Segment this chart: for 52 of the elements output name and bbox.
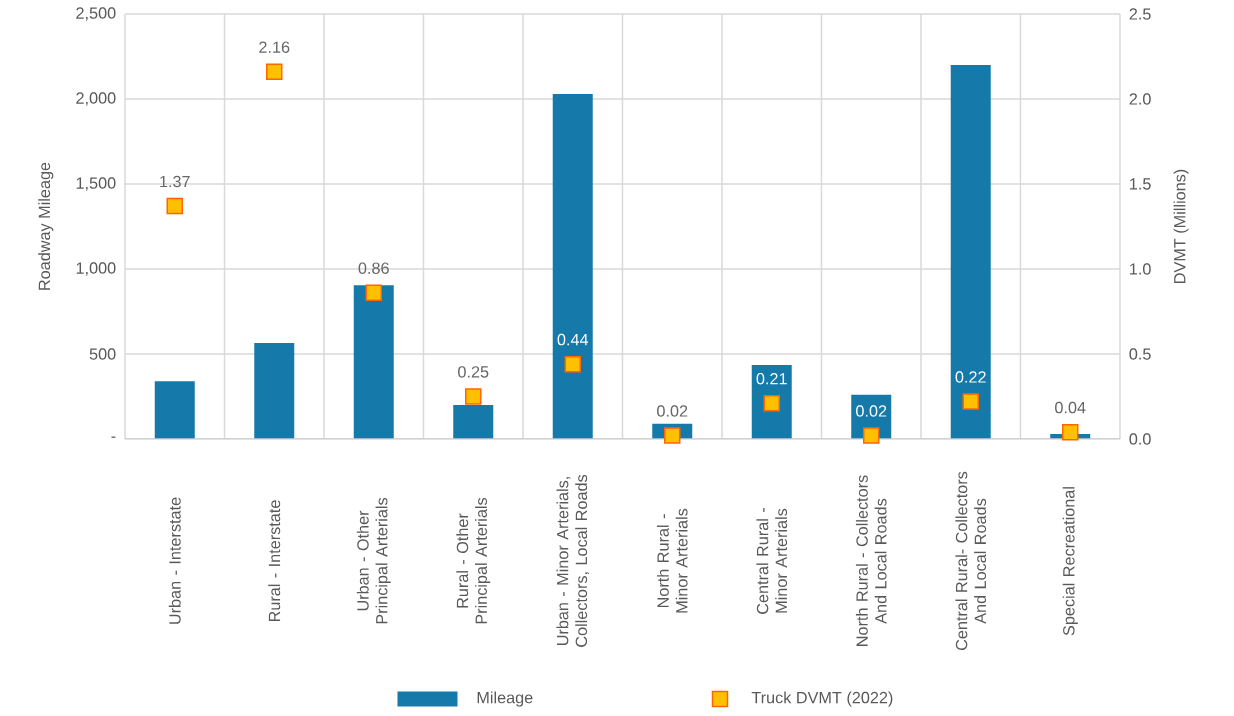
bar [254, 342, 295, 439]
y2-axis-title: DVMT (Millions) [1173, 169, 1189, 283]
data-label: 0.02 [856, 405, 887, 417]
point [465, 388, 482, 405]
x-tick-label: Rural - Other Principal Arterials [456, 497, 491, 624]
point [266, 63, 283, 80]
x-tick-label: Special Recreational [1062, 486, 1078, 635]
y2-tick-label: 0.5 [1129, 348, 1151, 360]
y2-tick-label: 2.0 [1129, 93, 1151, 105]
bar [552, 93, 593, 439]
data-label: 1.37 [160, 175, 190, 188]
data-label: 0.21 [756, 372, 787, 385]
y-tick-label: 2,500 [76, 7, 116, 21]
bar [353, 284, 394, 439]
legend-label: Truck DVMT (2022) [751, 691, 893, 707]
point [166, 197, 184, 215]
x-tick-label: North Rural - Collectors And Local Roads [855, 475, 887, 646]
data-label: 0.04 [1055, 401, 1086, 414]
y-axis-title: Roadway Mileage [38, 162, 54, 290]
y-tick-label: 2,000 [76, 92, 116, 106]
point [862, 427, 880, 444]
point [1061, 423, 1079, 441]
x-tick-label: Urban - Minor Arterials, Collectors, Local Roads [556, 474, 590, 647]
point [763, 394, 780, 412]
y-tick-label: - [111, 436, 116, 438]
legend-label: Mileage [477, 691, 533, 707]
y2-tick-label: 1.5 [1130, 178, 1151, 190]
y-tick-label: 500 [89, 348, 116, 360]
y2-tick-label: 2.5 [1129, 8, 1151, 20]
point [564, 355, 581, 373]
bar [453, 404, 494, 439]
data-label: 2.16 [259, 41, 290, 53]
data-label: 0.25 [458, 365, 489, 378]
data-label: 0.02 [657, 405, 688, 417]
x-tick-label: Central Rural - Minor Arterials [756, 507, 788, 614]
x-tick-label: Urban - Other Principal Arterials [356, 497, 391, 624]
x-tick-label: Rural - Interstate [268, 500, 281, 621]
y-tick-label: 1,000 [76, 262, 116, 276]
point [365, 284, 382, 301]
data-label: 0.44 [557, 333, 589, 346]
y2-tick-label: 0.0 [1129, 433, 1151, 445]
data-label: 0.86 [358, 262, 389, 274]
x-tick-label: North Rural - Minor Arterials [656, 508, 688, 613]
bar [154, 380, 195, 439]
bar [950, 64, 991, 439]
x-tick-label: Urban - Interstate [168, 497, 181, 624]
x-tick-label: Central Rural- Collectors And Local Roads [955, 471, 987, 650]
point [962, 393, 979, 410]
point [663, 427, 681, 444]
y2-tick-label: 1.0 [1130, 263, 1151, 275]
data-label: 0.22 [955, 371, 986, 383]
y-tick-label: 1,500 [76, 177, 116, 191]
